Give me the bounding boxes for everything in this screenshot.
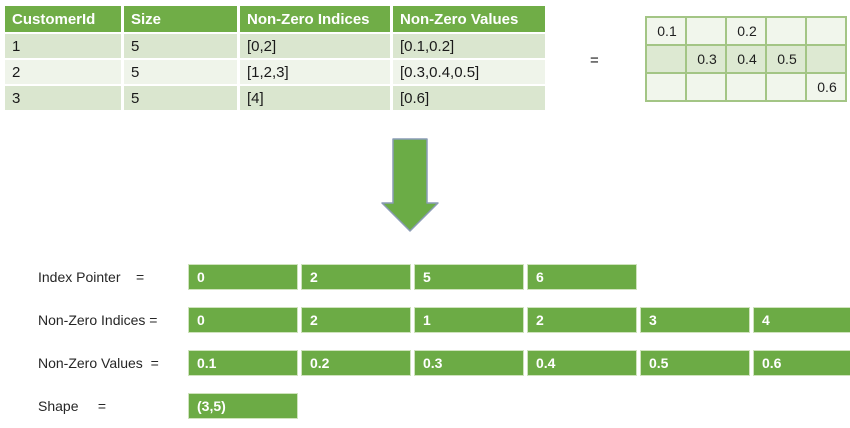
vector-cell: 0.2 xyxy=(301,350,411,376)
vector-cell: 3 xyxy=(640,307,750,333)
vector-cell: 0 xyxy=(188,307,298,333)
matrix-cell xyxy=(645,72,687,102)
vector-cell: 0.3 xyxy=(414,350,524,376)
matrix-cell xyxy=(725,72,767,102)
vector-cell: 5 xyxy=(414,264,524,290)
nonzero-indices-cells: 0 2 1 2 3 4 xyxy=(188,307,850,333)
cell-customerid: 1 xyxy=(5,34,121,58)
column-header-customerid: CustomerId xyxy=(5,6,121,32)
index-pointer-cells: 0 2 5 6 xyxy=(188,264,637,290)
cell-customerid: 2 xyxy=(5,60,121,84)
matrix-cell xyxy=(685,16,727,46)
matrix-cell xyxy=(765,72,807,102)
cell-values: [0.3,0.4,0.5] xyxy=(393,60,545,84)
vector-cell: 1 xyxy=(414,307,524,333)
vector-cell: 2 xyxy=(301,264,411,290)
matrix-cell: 0.3 xyxy=(685,44,727,74)
down-arrow-icon xyxy=(375,136,445,236)
table-row: 3 5 [4] [0.6] xyxy=(5,86,545,110)
matrix-cell: 0.1 xyxy=(645,16,687,46)
vector-cell: 0.1 xyxy=(188,350,298,376)
sparse-matrix-grid: 0.1 0.2 0.3 0.4 0.5 0.6 xyxy=(645,16,847,102)
nonzero-values-cells: 0.1 0.2 0.3 0.4 0.5 0.6 xyxy=(188,350,850,376)
vector-cell: 0 xyxy=(188,264,298,290)
nonzero-values-row: Non-Zero Values = 0.1 0.2 0.3 0.4 0.5 0.… xyxy=(38,350,850,376)
cell-customerid: 3 xyxy=(5,86,121,110)
column-header-nonzero-values: Non-Zero Values xyxy=(393,6,545,32)
cell-size: 5 xyxy=(124,86,237,110)
index-pointer-row: Index Pointer = 0 2 5 6 xyxy=(38,264,637,290)
matrix-row: 0.6 xyxy=(645,72,847,102)
customer-table: CustomerId Size Non-Zero Indices Non-Zer… xyxy=(2,4,548,112)
cell-size: 5 xyxy=(124,60,237,84)
table-header-row: CustomerId Size Non-Zero Indices Non-Zer… xyxy=(5,6,545,32)
matrix-cell: 0.6 xyxy=(805,72,847,102)
vector-cell: 2 xyxy=(527,307,637,333)
vector-cell: 0.5 xyxy=(640,350,750,376)
matrix-cell: 0.2 xyxy=(725,16,767,46)
matrix-cell xyxy=(805,44,847,74)
matrix-cell: 0.5 xyxy=(765,44,807,74)
shape-row: Shape = (3,5) xyxy=(38,393,298,419)
cell-indices: [1,2,3] xyxy=(240,60,390,84)
cell-indices: [0,2] xyxy=(240,34,390,58)
table-row: 2 5 [1,2,3] [0.3,0.4,0.5] xyxy=(5,60,545,84)
shape-label: Shape = xyxy=(38,398,107,414)
vector-cell: 0.4 xyxy=(527,350,637,376)
cell-size: 5 xyxy=(124,34,237,58)
matrix-row: 0.1 0.2 xyxy=(645,16,847,46)
vector-cell: 0.6 xyxy=(753,350,850,376)
cell-values: [0.1,0.2] xyxy=(393,34,545,58)
nonzero-indices-row: Non-Zero Indices = 0 2 1 2 3 4 xyxy=(38,307,850,333)
index-pointer-label: Index Pointer = xyxy=(38,269,145,285)
matrix-cell xyxy=(645,44,687,74)
nonzero-indices-label: Non-Zero Indices = xyxy=(38,312,158,328)
vector-cell: (3,5) xyxy=(188,393,298,419)
column-header-nonzero-indices: Non-Zero Indices xyxy=(240,6,390,32)
matrix-cell xyxy=(685,72,727,102)
vector-cell: 2 xyxy=(301,307,411,333)
cell-indices: [4] xyxy=(240,86,390,110)
matrix-cell xyxy=(765,16,807,46)
nonzero-values-label: Non-Zero Values = xyxy=(38,355,159,371)
equals-sign: = xyxy=(590,52,599,69)
vector-cell: 6 xyxy=(527,264,637,290)
matrix-cell: 0.4 xyxy=(725,44,767,74)
matrix-row: 0.3 0.4 0.5 xyxy=(645,44,847,74)
cell-values: [0.6] xyxy=(393,86,545,110)
table-row: 1 5 [0,2] [0.1,0.2] xyxy=(5,34,545,58)
shape-cells: (3,5) xyxy=(188,393,298,419)
matrix-cell xyxy=(805,16,847,46)
vector-cell: 4 xyxy=(753,307,850,333)
column-header-size: Size xyxy=(124,6,237,32)
